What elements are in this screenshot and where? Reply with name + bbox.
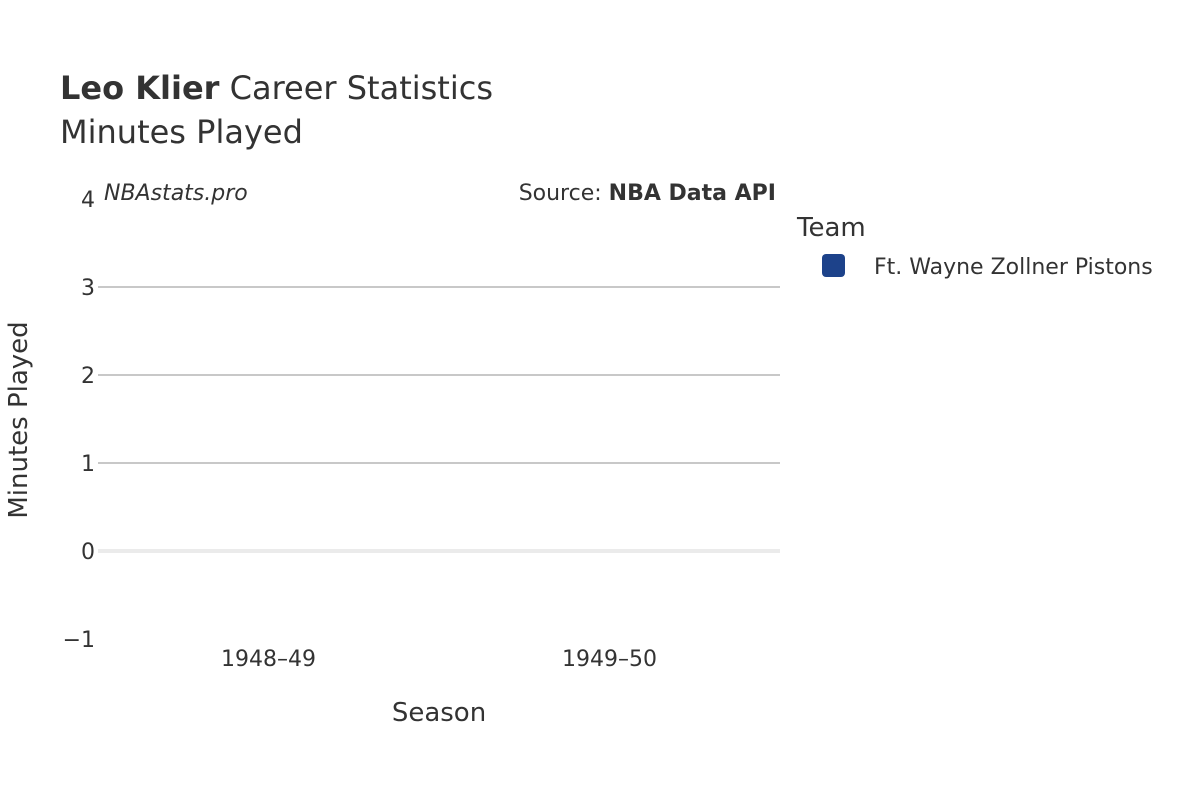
source-prefix: Source: bbox=[519, 181, 609, 206]
y-tick-label: 0 bbox=[81, 540, 95, 565]
x-axis-title: Season bbox=[392, 698, 486, 728]
title-suffix: Career Statistics bbox=[219, 69, 493, 107]
y-tick-labels: −1 0 1 2 3 4 bbox=[63, 188, 95, 653]
x-tick-labels: 1948–49 1949–50 bbox=[221, 647, 657, 672]
source-name: NBA Data API bbox=[609, 181, 776, 206]
y-axis-title: Minutes Played bbox=[4, 321, 34, 518]
y-tick-label: −1 bbox=[63, 628, 95, 653]
x-tick-label: 1948–49 bbox=[221, 647, 316, 672]
y-tick-label: 2 bbox=[81, 364, 95, 389]
chart-title: Leo Klier Career Statistics bbox=[60, 68, 493, 108]
y-tick-label: 3 bbox=[81, 276, 95, 301]
chart-subtitle: Minutes Played bbox=[60, 113, 303, 151]
legend-swatch[interactable] bbox=[822, 254, 845, 277]
y-tick-label: 4 bbox=[81, 188, 95, 213]
legend-title: Team bbox=[796, 213, 866, 243]
grid-lines bbox=[98, 286, 780, 553]
player-name: Leo Klier bbox=[60, 69, 220, 107]
watermark: NBAstats.pro bbox=[104, 181, 248, 206]
legend-item-label[interactable]: Ft. Wayne Zollner Pistons bbox=[874, 255, 1153, 280]
source-credit: Source: NBA Data API bbox=[519, 181, 776, 206]
y-tick-label: 1 bbox=[81, 452, 95, 477]
x-tick-label: 1949–50 bbox=[562, 647, 657, 672]
legend: Team Ft. Wayne Zollner Pistons bbox=[796, 213, 1153, 280]
